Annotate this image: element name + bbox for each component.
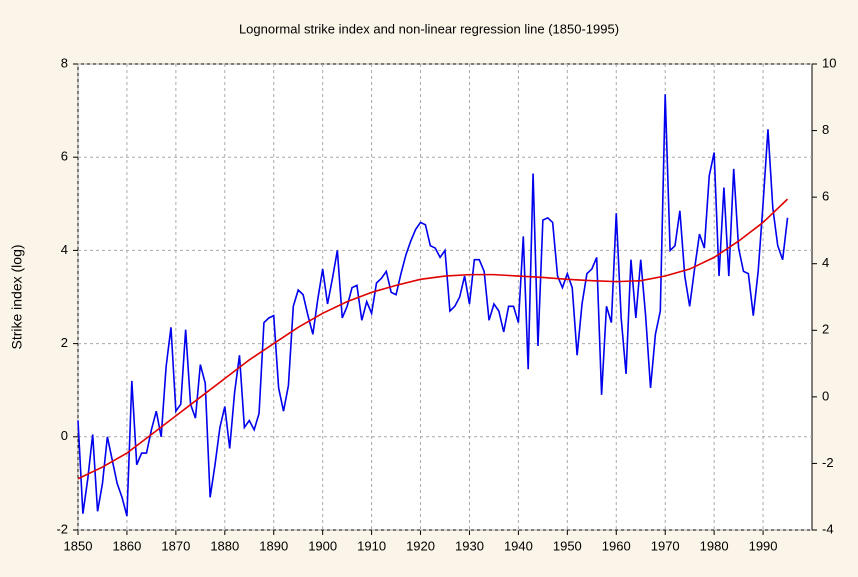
- x-tick-label: 1890: [259, 538, 288, 553]
- x-tick-label: 1880: [210, 538, 239, 553]
- y2-tick-label: -2: [822, 455, 834, 470]
- x-tick-label: 1860: [112, 538, 141, 553]
- x-tick-label: 1980: [700, 538, 729, 553]
- x-tick-label: 1960: [602, 538, 631, 553]
- x-tick-label: 1920: [406, 538, 435, 553]
- y-tick-label: 2: [61, 335, 68, 350]
- y-tick-label: 8: [61, 55, 68, 70]
- plot-area: [77, 63, 813, 531]
- y-axis-label: Strike index (log): [9, 244, 25, 349]
- x-tick-label: 1850: [64, 538, 93, 553]
- y2-tick-label: -4: [822, 521, 834, 536]
- x-tick-label: 1870: [161, 538, 190, 553]
- x-tick-label: 1910: [357, 538, 386, 553]
- y-tick-label: 6: [61, 149, 68, 164]
- y2-tick-label: 6: [822, 189, 829, 204]
- y2-tick-label: 0: [822, 388, 829, 403]
- y-tick-label: 4: [61, 242, 68, 257]
- x-tick-label: 1990: [749, 538, 778, 553]
- y-tick-label: -2: [56, 521, 68, 536]
- x-tick-label: 1950: [553, 538, 582, 553]
- y2-tick-label: 10: [822, 55, 836, 70]
- x-tick-label: 1940: [504, 538, 533, 553]
- y2-tick-label: 4: [822, 255, 829, 270]
- y2-tick-label: 2: [822, 322, 829, 337]
- x-tick-label: 1900: [308, 538, 337, 553]
- data-line: [77, 198, 789, 480]
- x-tick-label: 1930: [455, 538, 484, 553]
- data-line: [77, 94, 789, 517]
- y-tick-label: 0: [61, 428, 68, 443]
- x-tick-label: 1970: [651, 538, 680, 553]
- y2-tick-label: 8: [822, 122, 829, 137]
- chart-title: Lognormal strike index and non-linear re…: [239, 21, 619, 36]
